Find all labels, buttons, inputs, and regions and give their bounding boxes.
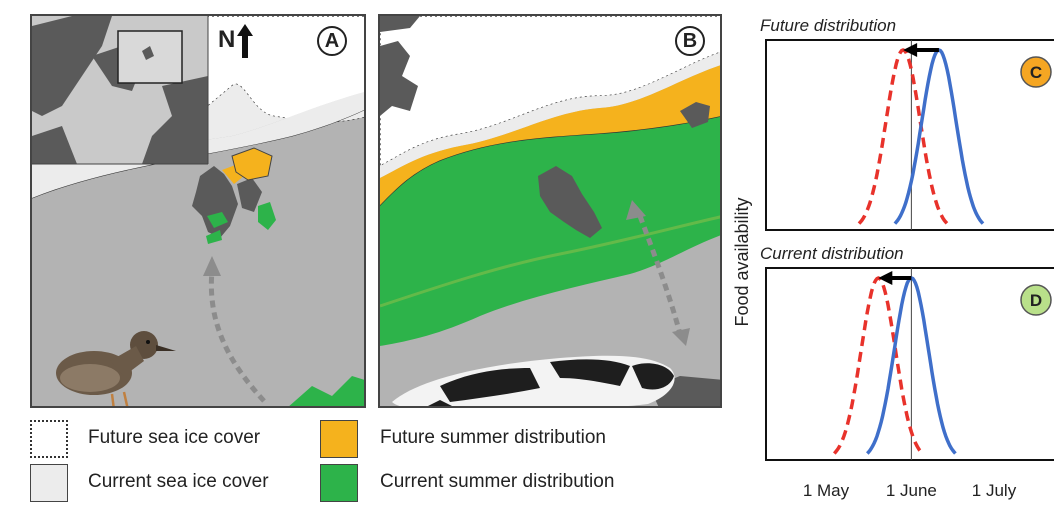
future-summer-distribution-b	[380, 65, 720, 206]
legend-future-summer-swatch	[320, 420, 358, 458]
map-a-graphic	[32, 16, 364, 406]
x-tick-label: 1 June	[886, 481, 937, 500]
chart-c-title: Future distribution	[760, 16, 897, 35]
food-availability-charts: Food availability C D 1 May 1 June 1 July	[732, 39, 1054, 500]
legend-current-summer-label: Current summer distribution	[380, 471, 615, 492]
current-summer-distribution-a	[258, 202, 276, 230]
legend-future-summer-label: Future summer distribution	[380, 427, 606, 448]
inset-overview-map	[32, 16, 209, 165]
purple-sandpiper-illustration	[56, 331, 176, 406]
x-tick-label: 1 May	[803, 481, 850, 500]
current-summer-distribution-b	[380, 116, 720, 346]
shift-arrowhead-c	[903, 43, 918, 57]
y-axis-label: Food availability	[732, 197, 752, 326]
harp-seal-illustration	[392, 355, 675, 406]
panel-badge-label-c: C	[1030, 63, 1042, 82]
x-tick-label: 1 July	[972, 481, 1017, 500]
legend-current-summer-swatch	[320, 464, 358, 502]
chart-d-title: Current distribution	[760, 244, 904, 263]
current-sea-ice-area	[380, 52, 720, 178]
panel-badge-c	[1020, 56, 1052, 88]
chart-frame-c	[765, 39, 1054, 231]
legend-current-ice-label: Current sea ice cover	[88, 471, 269, 492]
panel-badge-label-d: D	[1030, 291, 1042, 310]
svalbard-island	[538, 166, 602, 238]
north-arrow-icon	[237, 24, 253, 58]
panel-b-label: B	[675, 26, 705, 56]
north-label: N	[218, 26, 236, 53]
series-d-dashed-line	[832, 276, 924, 455]
legend-current-ice-swatch	[30, 464, 68, 502]
map-b-graphic	[380, 16, 720, 406]
shift-arrowhead-d	[878, 271, 893, 285]
map-panel-b: B	[378, 14, 722, 408]
map-panel-a: A N	[30, 14, 366, 408]
panel-a-label: A	[317, 26, 347, 56]
series-c-dashed-line	[857, 48, 949, 225]
future-sea-ice-area	[380, 16, 720, 167]
legend-future-ice-label: Future sea ice cover	[88, 427, 261, 448]
migration-arrow-b	[637, 215, 683, 335]
legend-future-ice-swatch	[30, 420, 68, 458]
series-d-solid-line	[866, 276, 957, 455]
migration-arrow-a	[208, 270, 266, 403]
panel-badge-d	[1020, 284, 1052, 316]
